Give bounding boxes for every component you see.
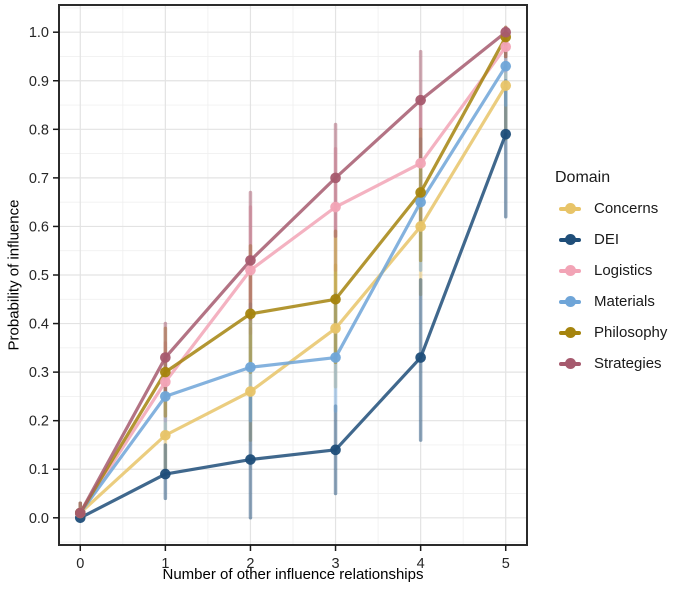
data-point — [415, 196, 426, 208]
series-line — [78, 45, 508, 515]
series-line — [78, 64, 508, 515]
data-point — [160, 429, 171, 441]
legend: Domain Concerns DEI Logistics Materials … — [553, 169, 667, 379]
data-point — [245, 386, 256, 397]
legend-label: Philosophy — [594, 324, 668, 341]
data-point — [500, 41, 512, 53]
legend-label: Concerns — [594, 200, 659, 217]
y-axis-title: Probability of influence — [5, 199, 23, 351]
series-line — [78, 84, 508, 515]
x-tick-label: 1 — [161, 556, 169, 572]
y-tick-label: 0.7 — [29, 171, 49, 187]
series-line — [78, 35, 508, 515]
y-tick-label: 0.4 — [29, 317, 49, 333]
materials-key-icon — [559, 291, 581, 313]
series-line — [78, 132, 508, 520]
data-point — [330, 172, 341, 184]
data-point — [245, 308, 256, 320]
y-tick-label: 0.3 — [29, 365, 49, 381]
x-axis-title: Number of other influence relationships — [162, 566, 424, 583]
data-point — [245, 264, 256, 276]
series-line — [78, 30, 508, 515]
legend-item-concerns: Concerns — [559, 193, 667, 224]
legend-label: Strategies — [594, 355, 662, 372]
y-tick-label: 0.8 — [29, 122, 49, 138]
y-tick-label: 1.0 — [29, 25, 49, 41]
data-point — [160, 366, 171, 378]
data-point — [415, 158, 426, 169]
legend-item-strategies: Strategies — [559, 348, 667, 379]
data-point — [500, 128, 512, 140]
concerns-key-icon — [559, 198, 581, 220]
y-tick-label: 0.9 — [29, 74, 49, 90]
data-point — [330, 293, 341, 305]
legend-label: Logistics — [594, 262, 653, 279]
data-point — [415, 187, 426, 198]
legend-title: Domain — [555, 169, 611, 186]
data-point — [245, 454, 256, 465]
data-point — [330, 201, 341, 213]
y-tick-label: 0.0 — [29, 511, 49, 527]
philosophy-key-icon — [559, 322, 581, 344]
data-point — [415, 221, 426, 232]
legend-label: DEI — [594, 231, 620, 248]
data-point — [160, 352, 171, 363]
data-point — [415, 352, 426, 363]
data-point — [330, 323, 341, 334]
y-tick-label: 0.6 — [29, 219, 49, 235]
legend-item-dei: DEI — [559, 224, 667, 255]
data-point — [160, 391, 171, 402]
y-tick-label: 0.2 — [29, 414, 49, 430]
legend-item-materials: Materials — [559, 286, 667, 317]
x-tick-label: 3 — [332, 556, 340, 572]
data-point — [245, 361, 256, 373]
logistics-key-icon — [559, 260, 581, 282]
data-point — [415, 94, 426, 106]
data-point — [500, 26, 512, 38]
data-point — [160, 376, 171, 388]
y-tick-label: 0.5 — [29, 268, 49, 284]
x-tick-label: 0 — [76, 556, 84, 572]
legend-label: Materials — [594, 293, 655, 310]
data-point — [245, 255, 256, 266]
x-tick-label: 2 — [246, 556, 254, 572]
data-point — [160, 468, 171, 480]
x-tick-label: 4 — [417, 556, 425, 572]
data-point — [500, 60, 512, 72]
y-tick-label: 0.1 — [29, 462, 49, 478]
strategies-key-icon — [559, 353, 581, 375]
dei-key-icon — [559, 229, 581, 251]
legend-item-logistics: Logistics — [559, 255, 667, 286]
x-tick-label: 5 — [502, 556, 510, 572]
data-point — [330, 352, 341, 363]
legend-item-philosophy: Philosophy — [559, 317, 667, 348]
data-point — [500, 80, 512, 91]
data-point — [330, 444, 341, 456]
data-point — [74, 507, 86, 519]
